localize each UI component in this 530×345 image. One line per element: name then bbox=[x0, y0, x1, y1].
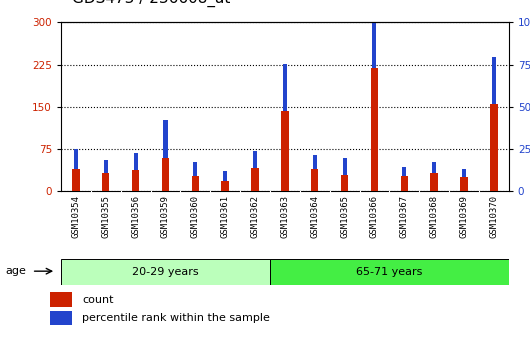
Bar bbox=[342, 158, 347, 175]
Bar bbox=[432, 161, 436, 174]
Bar bbox=[72, 169, 79, 191]
Text: GSM10367: GSM10367 bbox=[400, 195, 409, 238]
Bar bbox=[50, 311, 73, 325]
Text: GSM10363: GSM10363 bbox=[280, 195, 289, 238]
Text: GSM10361: GSM10361 bbox=[220, 195, 229, 238]
Text: GSM10360: GSM10360 bbox=[191, 195, 200, 238]
Bar bbox=[104, 160, 108, 174]
Text: GSM10366: GSM10366 bbox=[370, 195, 379, 238]
Bar bbox=[401, 176, 408, 191]
Bar bbox=[102, 174, 110, 191]
Bar bbox=[373, 0, 376, 68]
Bar bbox=[163, 120, 167, 158]
Bar bbox=[223, 171, 227, 181]
Bar bbox=[283, 63, 287, 111]
Text: 20-29 years: 20-29 years bbox=[132, 267, 199, 277]
Text: 65-71 years: 65-71 years bbox=[356, 267, 422, 277]
Text: GSM10362: GSM10362 bbox=[251, 195, 260, 238]
Bar bbox=[193, 162, 197, 176]
Bar bbox=[134, 153, 138, 170]
Text: GSM10368: GSM10368 bbox=[430, 195, 439, 238]
Text: count: count bbox=[83, 295, 114, 305]
Bar bbox=[490, 104, 498, 191]
Bar bbox=[132, 170, 139, 191]
Bar bbox=[281, 111, 289, 191]
Text: GSM10355: GSM10355 bbox=[101, 195, 110, 238]
Bar bbox=[402, 167, 407, 176]
Bar bbox=[253, 151, 257, 168]
Bar bbox=[191, 176, 199, 191]
Bar bbox=[341, 175, 348, 191]
Bar bbox=[251, 168, 259, 191]
Bar bbox=[313, 155, 317, 169]
Bar bbox=[460, 177, 468, 191]
Bar bbox=[50, 292, 73, 307]
Text: age: age bbox=[5, 266, 26, 276]
Text: GSM10364: GSM10364 bbox=[310, 195, 319, 238]
FancyBboxPatch shape bbox=[270, 259, 509, 285]
Text: GSM10370: GSM10370 bbox=[489, 195, 498, 238]
Text: GSM10359: GSM10359 bbox=[161, 195, 170, 238]
Text: GSM10365: GSM10365 bbox=[340, 195, 349, 238]
Text: GSM10356: GSM10356 bbox=[131, 195, 140, 238]
Bar bbox=[74, 149, 78, 169]
Text: GDS473 / 236608_at: GDS473 / 236608_at bbox=[72, 0, 230, 7]
Bar bbox=[162, 158, 169, 191]
Bar bbox=[462, 169, 466, 177]
Bar bbox=[492, 57, 496, 104]
Text: GSM10369: GSM10369 bbox=[460, 195, 469, 238]
Text: percentile rank within the sample: percentile rank within the sample bbox=[83, 313, 270, 323]
FancyBboxPatch shape bbox=[61, 259, 270, 285]
Bar bbox=[370, 68, 378, 191]
Bar bbox=[430, 174, 438, 191]
Text: GSM10354: GSM10354 bbox=[72, 195, 81, 238]
Bar bbox=[222, 181, 229, 191]
Bar bbox=[311, 169, 319, 191]
